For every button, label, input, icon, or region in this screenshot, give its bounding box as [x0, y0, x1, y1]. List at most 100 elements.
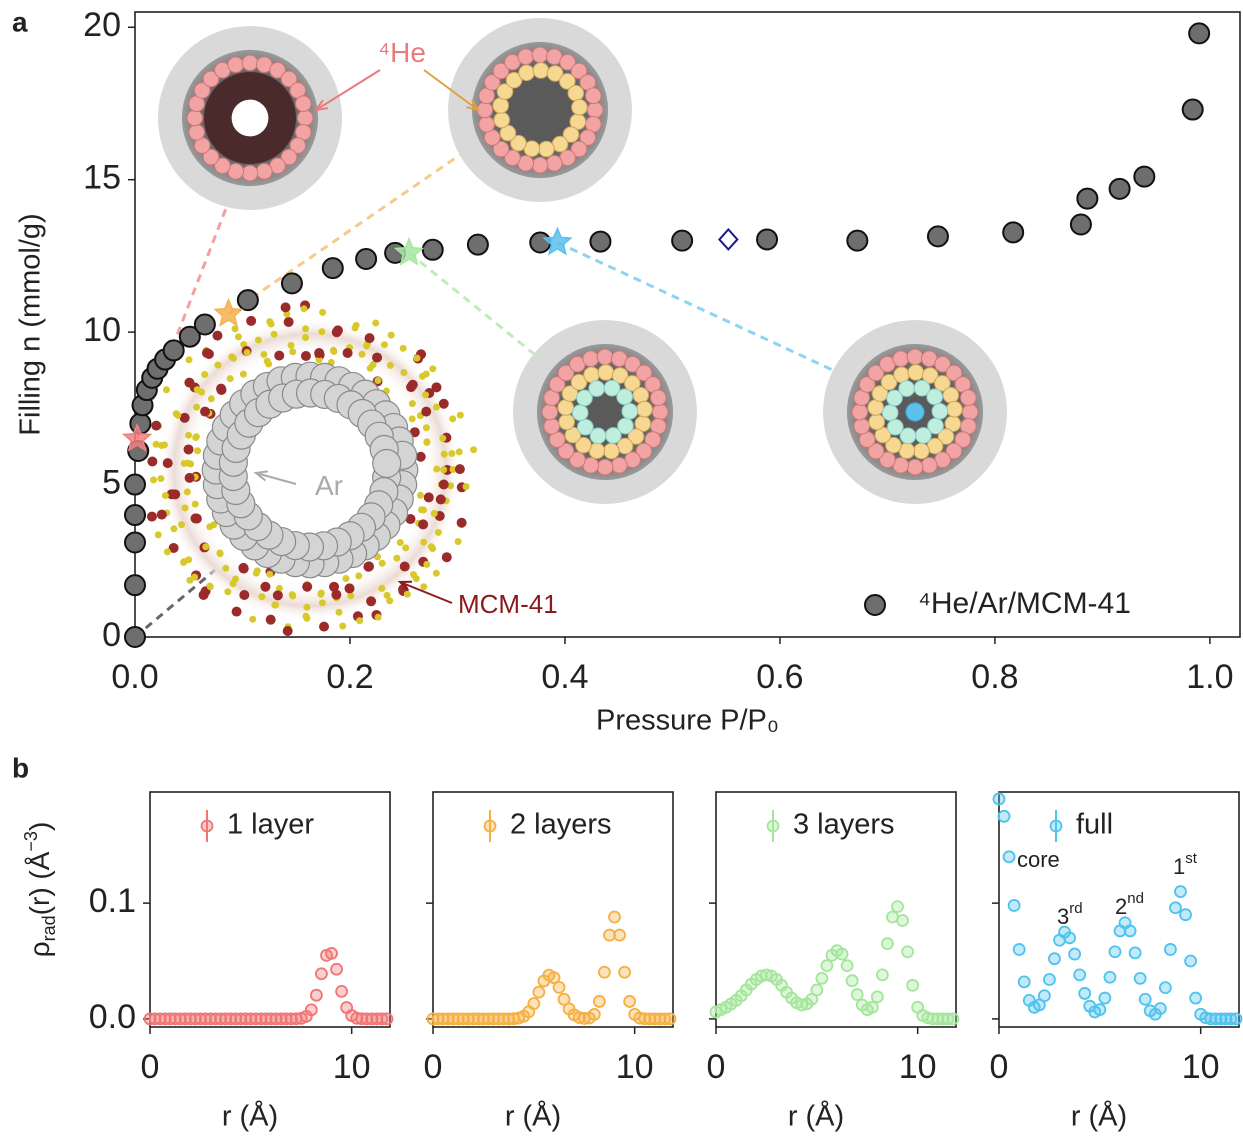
silica-atom	[174, 411, 182, 419]
silica-atom	[201, 348, 212, 359]
y-tick-label: 0.0	[89, 998, 136, 1036]
annotation-text: 1	[1173, 854, 1185, 879]
silica-atom	[231, 606, 242, 617]
data-point	[1007, 899, 1021, 912]
silica-atom	[216, 550, 224, 558]
connector	[227, 146, 471, 316]
silica-atom	[408, 400, 416, 408]
silica-atom	[423, 438, 431, 446]
atom	[605, 427, 622, 444]
legend-marker	[1049, 819, 1063, 833]
pore-illustration	[158, 26, 342, 210]
silica-atom	[439, 434, 447, 442]
data-point	[236, 289, 259, 312]
arrow-line	[399, 581, 453, 604]
silica-atom	[191, 573, 199, 581]
atom	[584, 87, 602, 105]
atom	[887, 418, 904, 436]
data-point	[1181, 98, 1204, 121]
data-point	[891, 900, 904, 914]
data-point	[532, 985, 546, 999]
silica-atom	[274, 350, 285, 361]
silica-atom	[228, 353, 236, 361]
silica-atom	[456, 411, 464, 419]
silica-atom	[364, 561, 375, 572]
data-point	[835, 947, 849, 961]
silica-atom	[438, 398, 449, 409]
data-point	[671, 229, 694, 252]
silica-atom	[421, 406, 432, 417]
silica-atom	[431, 382, 442, 393]
data-point	[527, 997, 541, 1011]
silica-atom	[229, 580, 237, 588]
y-axis-label-part: −3	[21, 831, 41, 852]
atom	[202, 148, 220, 166]
silica-atom	[177, 521, 185, 529]
atom	[531, 156, 549, 174]
data-point	[1108, 177, 1131, 200]
silica-atom	[366, 596, 377, 607]
plot-frame	[149, 791, 391, 1028]
x-tick-label: 10	[616, 1048, 654, 1086]
data-point	[1179, 908, 1192, 922]
x-tick-label: 0.0	[111, 658, 158, 696]
silica-atom	[162, 458, 173, 469]
data-point	[1229, 1012, 1243, 1026]
data-point	[810, 983, 824, 997]
atom	[280, 148, 298, 166]
silica-atom	[272, 590, 283, 601]
y-axis-label-part: rad	[39, 915, 59, 941]
silica-atom	[347, 592, 355, 600]
atom	[586, 101, 604, 119]
data-point	[124, 531, 146, 554]
silica-atom	[416, 491, 424, 499]
silica-atom	[243, 348, 251, 356]
silica-atom	[418, 519, 429, 530]
silica-atom	[283, 316, 294, 327]
x-tick-label: 0.8	[971, 658, 1018, 696]
annotation-sup: nd	[1127, 890, 1144, 907]
annotation-text: 2	[1115, 894, 1127, 919]
y-tick-label: 5	[102, 464, 121, 502]
arrow-head	[466, 99, 481, 112]
silica-atom	[393, 554, 401, 562]
silica-atom	[449, 415, 457, 423]
data-point	[846, 229, 869, 252]
silica-atom	[226, 375, 234, 383]
atom	[926, 388, 943, 406]
x-tick-label: 0	[707, 1048, 726, 1086]
data-point	[598, 965, 611, 979]
atom	[627, 428, 645, 445]
data-point	[124, 574, 146, 597]
atom	[492, 97, 510, 114]
silica-atom	[403, 590, 411, 598]
data-point	[1169, 901, 1182, 915]
atom	[880, 373, 898, 391]
silica-atom	[319, 308, 327, 316]
legend-label: 3 layers	[793, 809, 895, 841]
silica-atom	[234, 333, 242, 341]
silica-atom	[351, 324, 359, 332]
data-point	[946, 1012, 960, 1026]
atom	[255, 162, 273, 180]
legend-label: full	[1076, 809, 1113, 841]
atom	[562, 126, 580, 143]
data-point	[529, 231, 552, 254]
silica-atom	[185, 431, 193, 439]
atom	[868, 413, 886, 431]
atom	[569, 451, 586, 469]
atom	[543, 417, 561, 435]
silica-atom	[149, 476, 157, 484]
x-axis-label: r (Å)	[788, 1100, 844, 1133]
plot-frame	[432, 791, 674, 1028]
y-tick-label: 0.1	[89, 882, 136, 920]
silica-atom	[432, 569, 440, 577]
data-point	[865, 1000, 879, 1014]
atom	[899, 427, 917, 445]
atom	[881, 404, 899, 422]
connector	[134, 568, 216, 639]
arrow-head	[397, 580, 413, 592]
data-point	[1068, 947, 1082, 961]
data-point	[1098, 991, 1112, 1005]
annotation: MCM-41	[458, 589, 558, 619]
